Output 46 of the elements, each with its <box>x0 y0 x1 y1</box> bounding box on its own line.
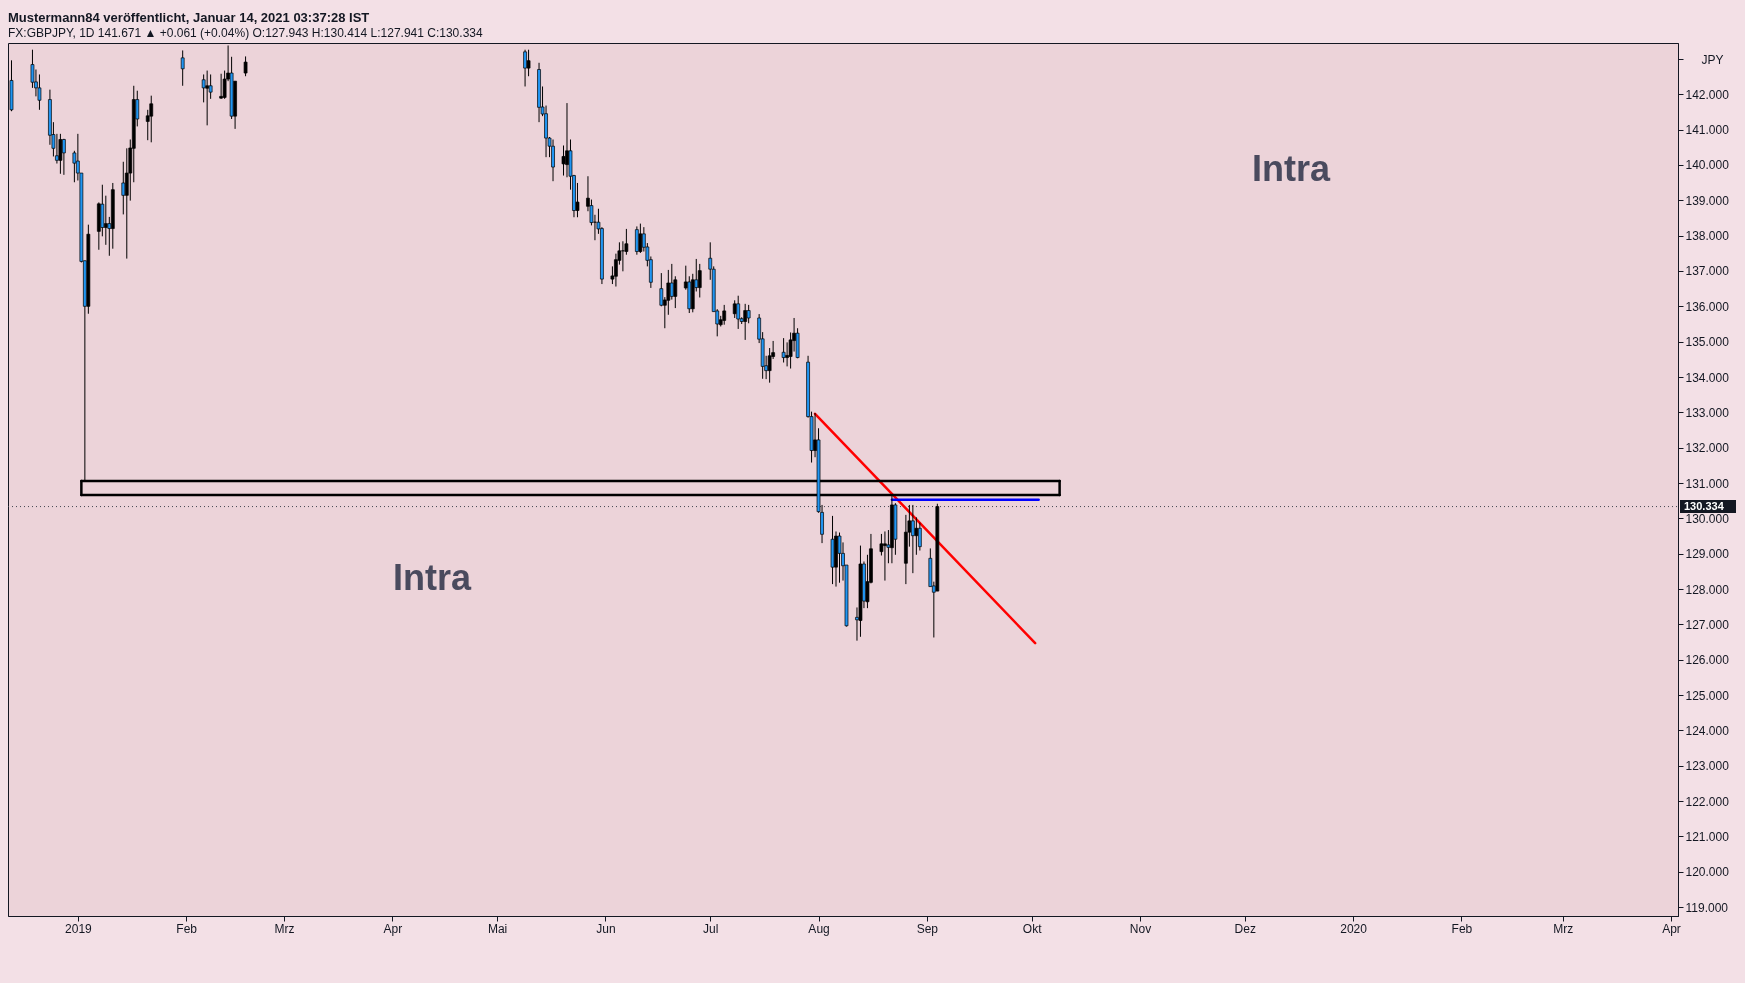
chart-subtitle: FX:GBPJPY, 1D 141.671 ▲ +0.061 (+0.04%) O:127.943 H:130.414 L:127.941 C:130.334 <box>8 26 483 40</box>
y-tick-label: 132.000 <box>1685 441 1730 456</box>
y-tick-label: 124.000 <box>1685 723 1730 738</box>
y-tick-label: 142.000 <box>1685 87 1730 102</box>
y-tick-label: 129.000 <box>1685 547 1730 562</box>
x-tick-label: Jul <box>703 921 719 936</box>
x-tick-label: 2020 <box>1340 921 1368 936</box>
y-tick-label: 133.000 <box>1685 405 1730 420</box>
y-tick-label: 121.000 <box>1685 829 1730 844</box>
x-tick-label: Aug <box>808 921 830 936</box>
y-tick-label: 122.000 <box>1685 794 1730 809</box>
y-tick-label: 126.000 <box>1685 653 1730 668</box>
y-tick-label: 125.000 <box>1685 688 1730 703</box>
y-tick-label: 130.000 <box>1685 511 1730 526</box>
annotation: Intra <box>392 557 472 598</box>
y-tick-label: 140.000 <box>1685 158 1730 173</box>
annotation: Intra <box>1251 148 1331 189</box>
y-tick-label: 123.000 <box>1685 759 1730 774</box>
y-tick-label: 139.000 <box>1685 193 1730 208</box>
x-tick-label: Nov <box>1129 921 1152 936</box>
x-tick-label: Apr <box>383 921 403 936</box>
x-tick-label: Jun <box>596 921 616 936</box>
y-axis-title: JPY <box>1701 52 1724 67</box>
y-tick-label: 135.000 <box>1685 335 1730 350</box>
x-tick-label: Okt <box>1022 921 1043 936</box>
ref-line-label: 130.334 <box>1684 499 1725 512</box>
y-tick-label: 120.000 <box>1685 865 1730 880</box>
y-tick-label: 134.000 <box>1685 370 1730 385</box>
y-tick-label: 141.000 <box>1685 123 1730 138</box>
y-tick-label: 119.000 <box>1685 900 1729 915</box>
chart-title: Mustermann84 veröffentlicht, Januar 14, 2021 03:37:28 IST <box>8 10 370 25</box>
x-tick-label: Mrz <box>274 921 295 936</box>
y-tick-label: 136.000 <box>1685 299 1730 314</box>
x-tick-label: 2019 <box>65 921 93 936</box>
x-tick-label: Feb <box>1451 921 1473 936</box>
y-tick-label: 137.000 <box>1685 264 1730 279</box>
x-tick-label: Mai <box>487 921 508 936</box>
y-tick-label: 138.000 <box>1685 229 1730 244</box>
x-tick-label: Sep <box>916 921 939 936</box>
x-tick-label: Mrz <box>1553 921 1574 936</box>
x-tick-label: Feb <box>176 921 198 936</box>
y-tick-label: 131.000 <box>1685 476 1730 491</box>
y-tick-label: 127.000 <box>1685 617 1730 632</box>
x-tick-label: Dez <box>1234 921 1256 936</box>
x-tick-label: Apr <box>1662 921 1681 936</box>
y-tick-label: 128.000 <box>1685 582 1730 597</box>
